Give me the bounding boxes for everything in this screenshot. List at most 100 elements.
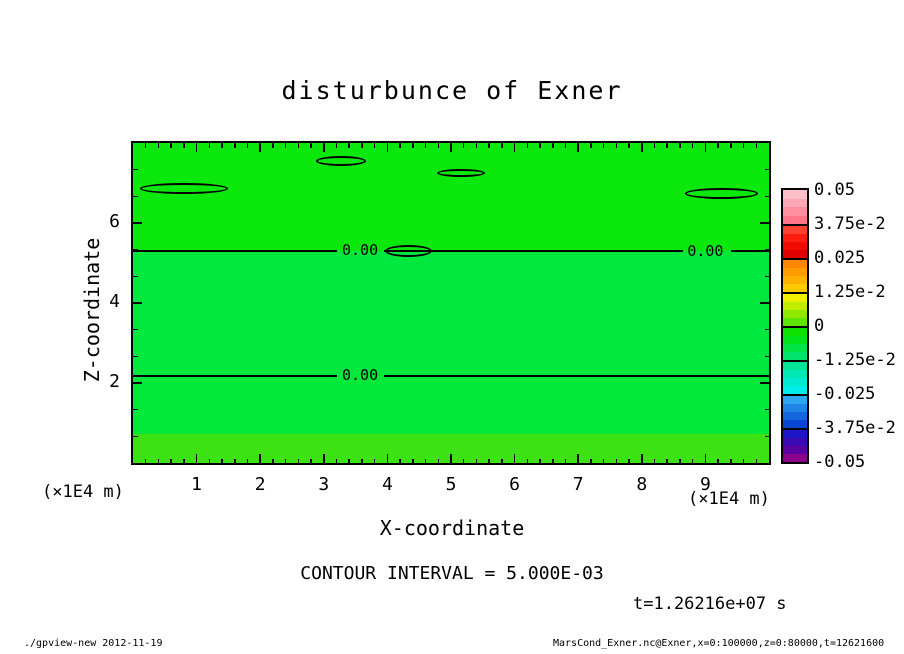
colorbar-step xyxy=(783,378,807,386)
x-axis-tick xyxy=(323,454,325,463)
x-axis-tick xyxy=(590,458,592,463)
x-axis-tick xyxy=(183,143,185,148)
colorbar-step xyxy=(783,260,807,268)
colorbar-step xyxy=(783,268,807,276)
x-tick-label: 7 xyxy=(572,474,584,495)
colorbar-step xyxy=(783,438,807,446)
closed-contour xyxy=(316,155,366,166)
x-axis-tick xyxy=(412,458,414,463)
closed-contour xyxy=(139,183,228,195)
colorbar-step xyxy=(783,276,807,284)
x-axis-tick xyxy=(577,454,579,463)
x-tick-label: 6 xyxy=(509,474,521,495)
closed-contour xyxy=(384,245,432,257)
x-tick-label: 5 xyxy=(445,474,457,495)
x-axis-label: X-coordinate xyxy=(379,516,525,540)
x-axis-tick xyxy=(755,458,758,463)
x-axis-tick xyxy=(373,143,376,148)
x-axis-tick xyxy=(310,458,312,463)
x-axis-tick xyxy=(424,458,427,463)
x-axis-tick xyxy=(730,143,732,148)
z-axis-tick xyxy=(760,302,769,304)
colorbar-tick-label: 3.75e-2 xyxy=(814,214,886,234)
z-axis-tick xyxy=(764,195,769,198)
x-axis-tick xyxy=(552,143,554,148)
z-axis-tick xyxy=(764,355,769,358)
colorbar-tick-label: 0.05 xyxy=(814,180,855,200)
x-axis-tick xyxy=(615,458,618,463)
colorbar-tick-label: -0.05 xyxy=(814,452,866,472)
colorbar-step xyxy=(783,294,807,302)
z-axis-tick xyxy=(133,435,138,438)
z-tick-label: 6 xyxy=(109,211,120,232)
x-tick-label: 9 xyxy=(699,474,711,495)
x-axis-tick xyxy=(234,458,236,463)
colorbar-step xyxy=(783,386,807,394)
colorbar-step xyxy=(783,215,807,224)
contour-label: 0.00 xyxy=(687,241,724,260)
z-tick-label: 4 xyxy=(109,291,120,312)
colorbar-step xyxy=(783,198,807,207)
z-axis-tick xyxy=(764,435,769,438)
x-axis-tick xyxy=(208,143,211,148)
x-tick-label: 3 xyxy=(318,474,330,495)
colorbar-step xyxy=(783,310,807,318)
z-axis-tick xyxy=(133,275,138,278)
x-axis-tick xyxy=(335,458,338,463)
colorbar-step xyxy=(783,370,807,378)
z-axis-tick xyxy=(133,222,142,224)
x-axis-tick xyxy=(526,143,529,148)
x-axis-tick xyxy=(526,458,529,463)
x-axis-tick xyxy=(297,458,300,463)
z-axis-tick xyxy=(133,355,138,358)
x-axis-tick xyxy=(704,454,707,463)
x-tick-label: 1 xyxy=(191,474,203,495)
x-axis-tick xyxy=(641,454,643,463)
colorbar-block xyxy=(783,394,807,428)
colorbar-step xyxy=(783,328,807,336)
x-axis-tick xyxy=(730,458,732,463)
z-axis-tick xyxy=(133,408,138,411)
x-axis-tick xyxy=(234,143,236,148)
x-tick-label: 8 xyxy=(636,474,648,495)
z-axis-tick xyxy=(764,168,769,171)
z-axis-tick xyxy=(760,382,769,384)
colorbar-tick-label: 1.25e-2 xyxy=(814,282,886,302)
x-axis-tick xyxy=(513,454,516,463)
x-axis-tick xyxy=(259,143,261,152)
x-axis-tick xyxy=(488,458,490,463)
x-axis-tick xyxy=(450,454,452,463)
contour-label: 0.00 xyxy=(341,365,379,384)
zero-contour-line xyxy=(730,250,769,252)
x-axis-tick xyxy=(170,458,172,463)
z-axis-tick xyxy=(764,328,769,331)
x-axis-tick xyxy=(348,458,350,463)
x-axis-tick xyxy=(335,143,338,148)
z-axis-tick xyxy=(764,275,769,278)
colorbar-step xyxy=(783,430,807,438)
z-axis-tick xyxy=(133,328,138,331)
x-axis-tick xyxy=(170,143,172,148)
x-axis-tick xyxy=(539,458,541,463)
zero-contour-line xyxy=(133,250,337,252)
x-axis-tick xyxy=(552,458,554,463)
x-axis-tick xyxy=(602,458,605,463)
x-axis-tick xyxy=(297,143,300,148)
colorbar-tick-label: -3.75e-2 xyxy=(814,418,896,438)
fill-band xyxy=(133,375,769,435)
x-axis-tick xyxy=(666,143,668,148)
x-axis-tick xyxy=(361,143,363,148)
fill-band xyxy=(133,143,769,251)
z-axis-tick xyxy=(133,302,142,304)
x-axis-unit: (×1E4 m) xyxy=(688,489,770,509)
zero-contour-line xyxy=(384,250,684,252)
x-axis-tick xyxy=(144,458,147,463)
x-axis-tick xyxy=(183,458,185,463)
x-axis-tick xyxy=(742,143,745,148)
x-axis-tick xyxy=(246,143,249,148)
colorbar-step xyxy=(783,318,807,326)
x-axis-tick xyxy=(628,143,630,148)
x-tick-label: 4 xyxy=(381,474,393,495)
closed-contour xyxy=(437,169,485,177)
x-axis-tick xyxy=(691,143,694,148)
